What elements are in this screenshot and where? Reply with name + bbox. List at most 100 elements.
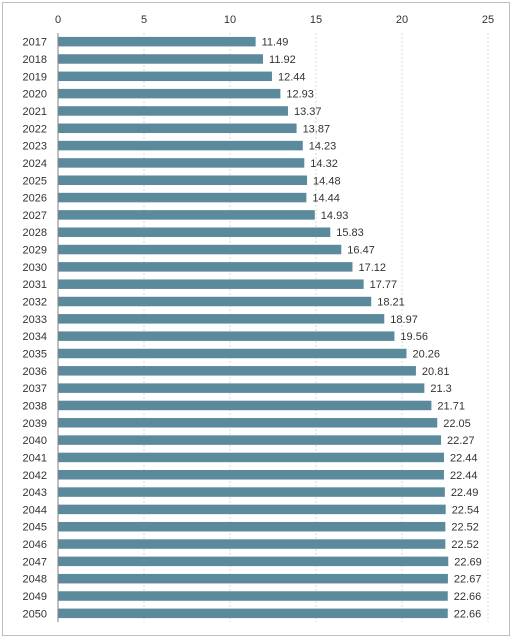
category-label: 2030 xyxy=(23,262,47,274)
bar xyxy=(58,71,272,82)
category-label: 2028 xyxy=(23,227,47,239)
data-label: 18.21 xyxy=(377,297,405,309)
category-label: 2026 xyxy=(23,193,47,205)
bar xyxy=(58,158,305,168)
category-label: 2035 xyxy=(23,348,47,360)
category-label: 2033 xyxy=(23,314,47,326)
category-label: 2045 xyxy=(23,522,47,534)
data-labels: 11.49 11.92 12.44 12.93 13.37 13.87 14.23 14.32… xyxy=(262,37,482,621)
bar xyxy=(58,106,288,116)
data-label: 14.48 xyxy=(313,175,341,187)
bar xyxy=(58,244,342,255)
x-tick-label: 10 xyxy=(224,14,236,26)
bar xyxy=(58,227,331,237)
category-label: 2022 xyxy=(23,123,47,135)
category-label: 2025 xyxy=(23,175,47,187)
bar xyxy=(58,504,446,515)
data-label: 22.05 xyxy=(443,418,471,430)
category-label: 2029 xyxy=(23,245,47,257)
x-tick-label: 25 xyxy=(482,14,494,26)
data-label: 20.81 xyxy=(422,366,450,378)
data-label: 22.44 xyxy=(450,452,478,464)
category-label: 2049 xyxy=(23,591,47,603)
data-label: 22.52 xyxy=(451,522,479,534)
data-label: 22.54 xyxy=(452,504,480,516)
data-label: 14.93 xyxy=(321,210,349,222)
data-label: 22.49 xyxy=(451,487,479,499)
bar xyxy=(58,487,445,497)
x-tick-label: 15 xyxy=(310,14,322,26)
bar xyxy=(58,262,353,272)
bar xyxy=(58,123,297,134)
category-label: 2043 xyxy=(23,487,47,499)
category-label: 2042 xyxy=(23,470,47,482)
bar xyxy=(58,88,281,99)
grid-layer xyxy=(143,33,489,622)
data-label: 21.71 xyxy=(437,400,465,412)
bar xyxy=(58,470,444,480)
x-tick-label: 0 xyxy=(55,14,61,26)
x-tick-label: 5 xyxy=(141,14,147,26)
data-label: 17.12 xyxy=(358,262,386,274)
category-label: 2019 xyxy=(23,71,47,83)
data-label: 20.26 xyxy=(412,348,440,360)
category-label: 2048 xyxy=(23,574,47,586)
data-label: 22.52 xyxy=(451,539,479,551)
bars xyxy=(58,36,449,619)
data-label: 16.47 xyxy=(347,245,375,257)
category-label: 2046 xyxy=(23,539,47,551)
data-label: 22.66 xyxy=(454,591,482,603)
data-label: 11.92 xyxy=(269,54,296,66)
category-label: 2017 xyxy=(23,37,47,49)
bar xyxy=(58,175,308,185)
bar xyxy=(58,383,425,393)
category-label: 2023 xyxy=(23,141,47,153)
category-label: 2020 xyxy=(23,89,47,101)
bar xyxy=(58,314,385,324)
category-label: 2032 xyxy=(23,297,47,309)
category-label: 2034 xyxy=(23,331,47,343)
bar xyxy=(58,400,432,411)
bar xyxy=(58,36,256,47)
category-label: 2037 xyxy=(23,383,47,395)
bar xyxy=(58,608,448,619)
bar xyxy=(58,279,364,289)
data-label: 12.93 xyxy=(286,89,314,101)
bar xyxy=(58,296,372,307)
bar xyxy=(58,591,448,601)
bar xyxy=(58,140,303,151)
bar xyxy=(58,435,442,445)
category-label: 2039 xyxy=(23,418,47,430)
data-label: 17.77 xyxy=(370,279,398,291)
category-label: 2040 xyxy=(23,435,47,447)
bar xyxy=(58,348,407,359)
data-label: 13.37 xyxy=(294,106,322,118)
x-tick-label: 20 xyxy=(396,14,408,26)
category-label: 2041 xyxy=(23,452,47,464)
x-axis-ticks: 0 5 10 15 20 25 xyxy=(55,14,494,26)
bar xyxy=(58,418,438,428)
data-label: 14.32 xyxy=(310,158,338,170)
data-label: 22.67 xyxy=(454,574,482,586)
bar xyxy=(58,210,315,220)
data-label: 15.83 xyxy=(336,227,364,239)
data-label: 12.44 xyxy=(278,71,306,83)
data-label: 11.49 xyxy=(262,37,289,49)
category-label: 2031 xyxy=(23,279,47,291)
category-labels: 2017 2018 2019 2020 2021 2022 2023 2024 2025 2026… xyxy=(23,37,47,621)
bar xyxy=(58,366,416,376)
data-label: 19.56 xyxy=(400,331,428,343)
bar xyxy=(58,573,448,584)
data-label: 13.87 xyxy=(303,123,331,135)
bar xyxy=(58,331,395,341)
category-label: 2038 xyxy=(23,400,47,412)
category-label: 2047 xyxy=(23,556,47,568)
category-label: 2027 xyxy=(23,210,47,222)
category-label: 2024 xyxy=(23,158,47,170)
category-label: 2018 xyxy=(23,54,47,66)
data-label: 22.69 xyxy=(454,556,482,568)
bar xyxy=(58,54,264,64)
bar xyxy=(58,452,444,463)
category-label: 2050 xyxy=(23,608,47,620)
